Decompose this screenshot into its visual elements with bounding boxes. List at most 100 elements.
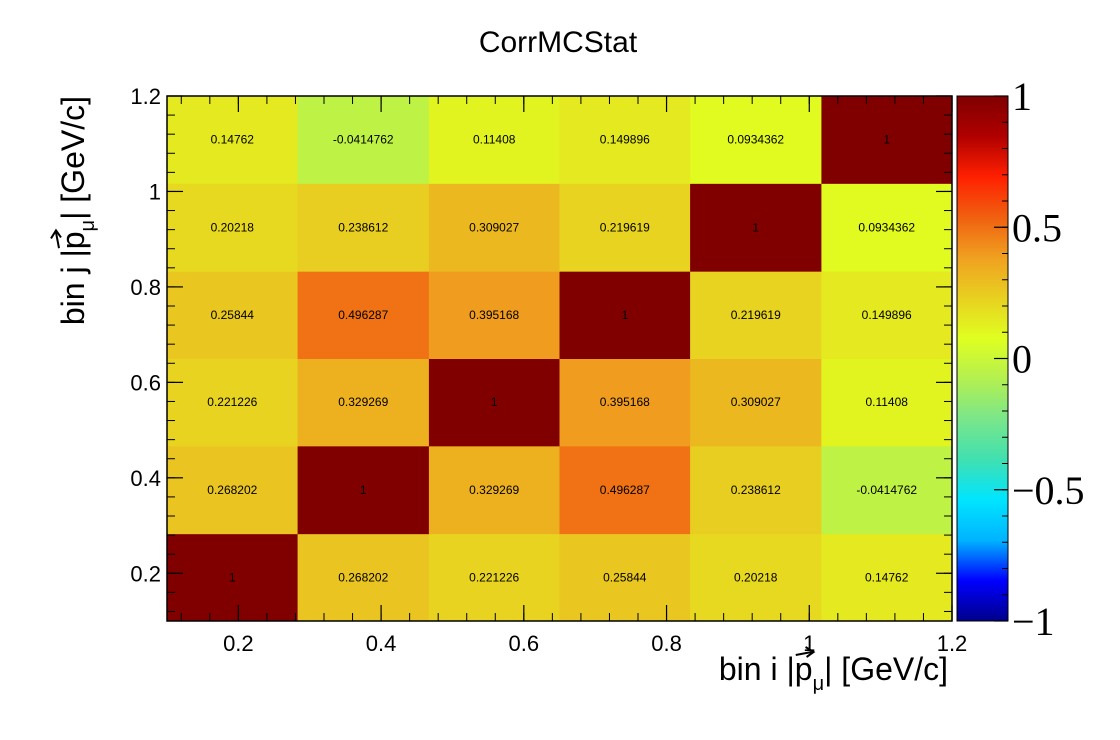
heatmap-cell xyxy=(559,183,691,272)
cell-value-label: 0.238612 xyxy=(338,220,388,234)
y-tick-label: 1 xyxy=(149,179,161,204)
cell-value-label: 0.25844 xyxy=(603,570,647,584)
axis-ticks: 0.2 0.4 0.6 0.8 1 1.2 0.2 0.4 0.6 0.8 1 1.2 xyxy=(130,84,967,656)
colorbar-tick-label: 1 xyxy=(1012,74,1032,119)
heatmap-cells xyxy=(167,96,953,622)
cell-value-label: 0.309027 xyxy=(469,220,519,234)
axis-label-subscript: μ xyxy=(813,673,825,695)
cell-value-label: 0.268202 xyxy=(207,483,257,497)
heatmap-cell xyxy=(297,183,430,272)
cell-value-label: 0.11408 xyxy=(865,395,908,409)
heatmap-cell xyxy=(167,271,299,359)
cell-value-label: 0.219619 xyxy=(600,220,650,234)
heatmap-cell xyxy=(821,96,953,184)
y-tick-label: 0.2 xyxy=(130,561,161,586)
heatmap-cell xyxy=(167,533,299,622)
cell-value-label: -0.0414762 xyxy=(333,133,394,147)
y-tick-label: 0.4 xyxy=(130,466,161,491)
colorbar-tick-label: −0.5 xyxy=(1012,468,1085,513)
heatmap-cell-labels: 1 0.268202 0.221226 0.25844 0.20218 0.14762 0.… xyxy=(207,133,917,585)
cell-value-label: 0.219619 xyxy=(731,308,781,322)
y-axis-label: bin j |pμ| [GeV/c] xyxy=(55,96,99,325)
heatmap-cell xyxy=(428,533,560,622)
cell-value-label: 0.496287 xyxy=(600,483,650,497)
cell-value-label: 0.149896 xyxy=(600,133,650,147)
axis-label-vector: p xyxy=(55,231,91,249)
heatmap-cell xyxy=(297,271,430,359)
cell-value-label: 1 xyxy=(491,395,498,409)
heatmap-cell xyxy=(690,445,822,535)
cell-value-label: 0.238612 xyxy=(731,483,781,497)
x-axis-label: bin i |pμ| [GeV/c] xyxy=(719,651,948,695)
x-axis-vector-arrow xyxy=(795,646,816,658)
heatmap-cell xyxy=(559,358,691,447)
x-tick-label: 1.2 xyxy=(937,631,968,656)
heatmap-cell xyxy=(559,271,691,359)
heatmap-cell xyxy=(559,96,691,184)
chart-title: CorrMCStat xyxy=(479,26,638,59)
heatmap-cell xyxy=(428,96,560,184)
cell-value-label: 0.329269 xyxy=(469,483,519,497)
cell-value-label: 0.0934362 xyxy=(858,220,915,234)
cell-value-label: 0.11408 xyxy=(473,133,516,147)
cell-value-label: 0.268202 xyxy=(338,570,388,584)
cell-value-label: 1 xyxy=(360,483,367,497)
heatmap-cell xyxy=(297,445,430,535)
cell-value-label: 0.496287 xyxy=(338,308,388,322)
axis-label-subscript: μ xyxy=(77,220,99,232)
axis-label-suffix: | [GeV/c] xyxy=(824,651,948,687)
cell-value-label: 0.329269 xyxy=(338,395,388,409)
x-tick-label: 0.2 xyxy=(223,631,254,656)
heatmap-cell xyxy=(690,271,822,359)
heatmap-cell xyxy=(167,183,299,272)
heatmap-cell xyxy=(428,271,560,359)
heatmap-cell xyxy=(297,358,430,447)
axis-label-vector: p xyxy=(795,651,813,687)
cell-value-label: 0.221226 xyxy=(207,395,257,409)
heatmap-cell xyxy=(821,271,953,359)
heatmap-cell xyxy=(167,358,299,447)
y-tick-label: 0.6 xyxy=(130,370,161,395)
heatmap-cell xyxy=(167,96,299,184)
heatmap-cell xyxy=(821,445,953,535)
x-tick-label: 0.8 xyxy=(651,631,682,656)
cell-value-label: 0.14762 xyxy=(865,570,909,584)
cell-value-label: 0.25844 xyxy=(211,308,255,322)
colorbar-tick-label: −1 xyxy=(1012,599,1055,644)
colorbar-ticks: 1 0.5 0 −0.5 −1 xyxy=(994,74,1085,644)
heatmap-cell xyxy=(428,183,560,272)
y-tick-label: 1.2 xyxy=(130,84,161,109)
x-tick-label: 0.4 xyxy=(366,631,397,656)
cell-value-label: 0.395168 xyxy=(469,308,519,322)
heatmap-cell xyxy=(821,358,953,447)
cell-value-label: 0.221226 xyxy=(469,570,519,584)
axis-label-prefix: bin j | xyxy=(55,249,91,325)
colorbar-tick-label: 0 xyxy=(1012,337,1032,382)
heatmap-cell xyxy=(428,445,560,535)
heatmap-cell xyxy=(559,533,691,622)
heatmap-cell xyxy=(821,183,953,272)
colorbar-tick-label: 0.5 xyxy=(1012,205,1062,250)
y-axis-vector-arrow xyxy=(50,228,62,249)
x-tick-label: 1 xyxy=(803,631,815,656)
heatmap-cell xyxy=(297,533,430,622)
cell-value-label: 0.20218 xyxy=(734,570,778,584)
heatmap-cell xyxy=(428,358,560,447)
heatmap-cell xyxy=(297,96,430,184)
cell-value-label: 0.0934362 xyxy=(727,133,784,147)
heatmap-cell xyxy=(690,183,822,272)
heatmap-cell xyxy=(690,533,822,622)
cell-value-label: 0.309027 xyxy=(731,395,781,409)
cell-value-label: -0.0414762 xyxy=(856,483,917,497)
axis-label-prefix: bin i | xyxy=(719,651,795,687)
heatmap-cell xyxy=(690,358,822,447)
cell-value-label: 0.149896 xyxy=(862,308,912,322)
cell-value-label: 0.395168 xyxy=(600,395,650,409)
y-tick-label: 0.8 xyxy=(130,275,161,300)
cell-value-label: 1 xyxy=(621,308,628,322)
plot-frame xyxy=(166,95,953,622)
heatmap-cell xyxy=(167,445,299,535)
cell-value-label: 0.20218 xyxy=(211,220,255,234)
x-tick-label: 0.6 xyxy=(509,631,540,656)
